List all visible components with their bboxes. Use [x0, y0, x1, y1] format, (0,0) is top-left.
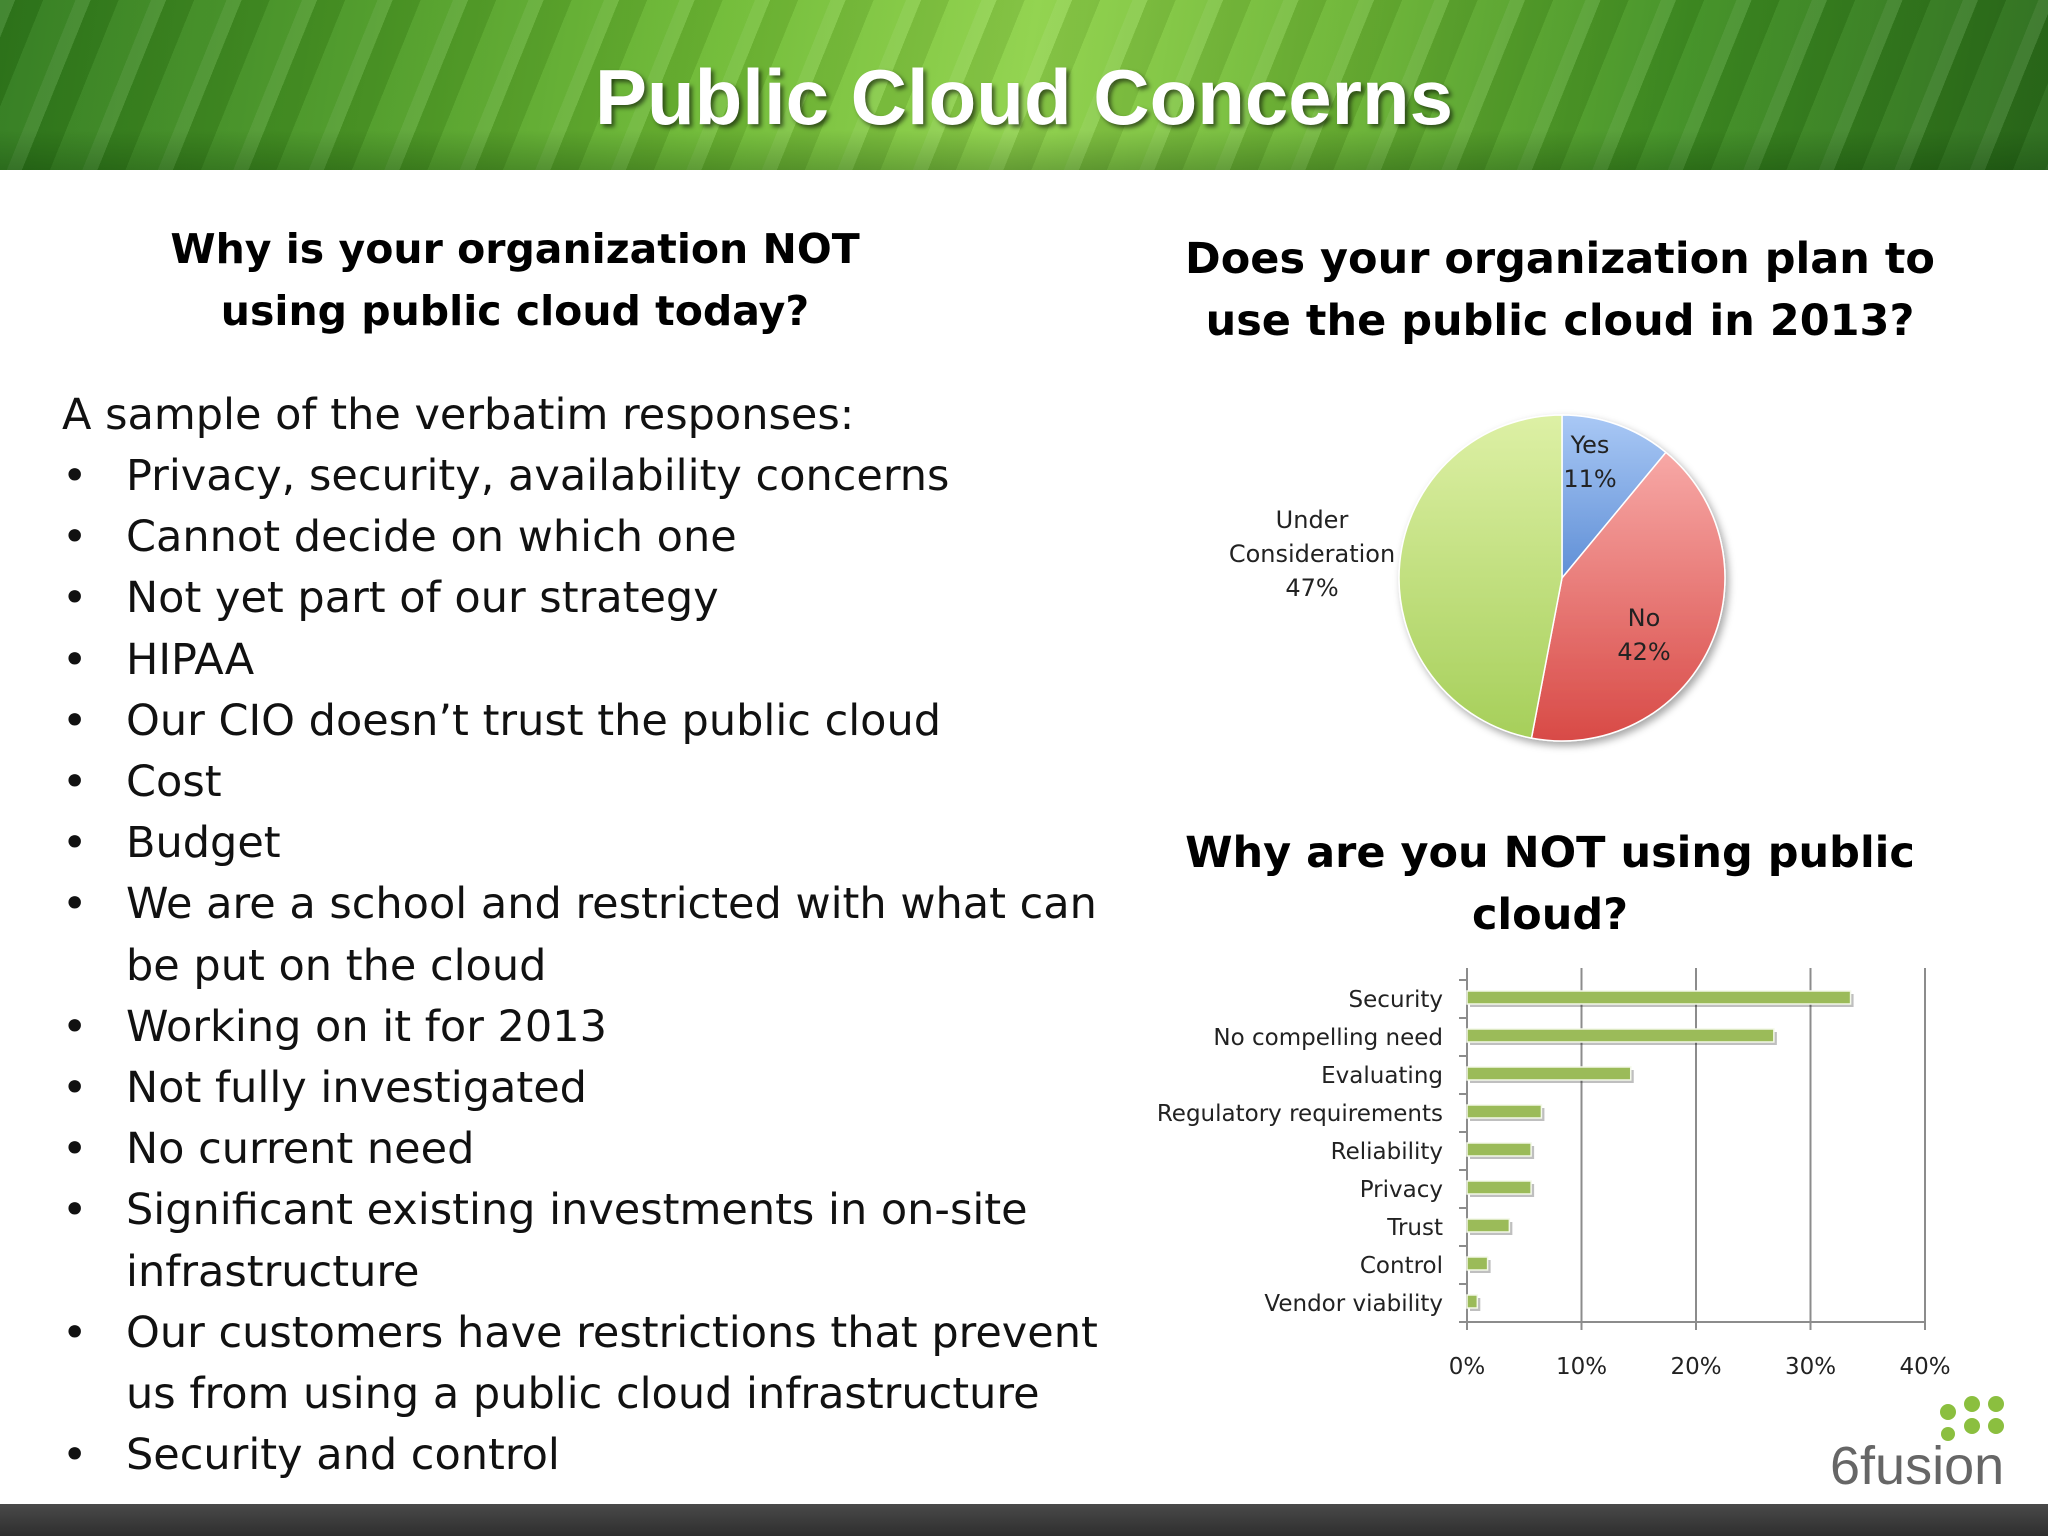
slide-title: Public Cloud Concerns — [594, 53, 1454, 141]
pie-slice-under-consideration — [1398, 414, 1563, 739]
verbatim-responses-list: • Privacy, security, availability concern… — [62, 446, 1102, 1486]
bullet-point: • — [62, 1124, 88, 1175]
category-label: Reliability — [1331, 1139, 1443, 1165]
category-label: Security — [1349, 987, 1443, 1013]
pie-chart: Yes 11% No 42% Under Consideration 47% — [1229, 414, 1726, 742]
bar-title-line-2: cloud? — [1471, 890, 1629, 940]
response-text: HIPAA — [126, 634, 255, 685]
response-text: Security and control — [126, 1430, 560, 1481]
response-item: • Cost — [62, 752, 1102, 813]
bullet-point: • — [62, 1063, 88, 1114]
response-item: • Security and control — [62, 1425, 1102, 1486]
response-item: • Not fully investigated — [62, 1058, 1102, 1119]
bullet-point: • — [62, 1185, 88, 1236]
response-item: • Privacy, security, availability concern… — [62, 446, 1102, 507]
response-item: • Our customers have restrictions that pr… — [62, 1303, 1102, 1425]
response-text: We are a school and restricted with what… — [126, 879, 1097, 991]
pie-title-line-2: use the public cloud in 2013? — [1205, 296, 1915, 346]
x-tick-label: 40% — [1899, 1354, 1950, 1380]
header-texture — [0, 0, 2048, 170]
response-text: Our CIO doesn’t trust the public cloud — [126, 695, 942, 746]
bullet-point: • — [62, 634, 88, 685]
x-tick-label: 10% — [1556, 1354, 1607, 1380]
x-tick-label: 20% — [1670, 1354, 1721, 1380]
response-item: • Budget — [62, 813, 1102, 874]
bar-chart-title: Why are you NOT using public cloud? — [1180, 822, 1920, 946]
pie-chart-title: Does your organization plan to use the p… — [1180, 228, 1940, 352]
pie-title-line-1: Does your organization plan to — [1185, 234, 1935, 284]
response-text: Our customers have restrictions that pre… — [126, 1307, 1098, 1420]
response-item: • HIPAA — [62, 630, 1102, 691]
response-text: Not yet part of our strategy — [126, 573, 719, 624]
response-text: Cost — [126, 757, 222, 808]
pie-label-yes: Yes 11% — [1563, 431, 1616, 493]
response-text: Not fully investigated — [126, 1063, 587, 1114]
left-question-heading: Why is your organization NOT using publi… — [60, 218, 970, 342]
bullet-point: • — [62, 573, 88, 624]
logo-dots — [1940, 1396, 2004, 1441]
responses-intro: A sample of the verbatim responses: — [62, 390, 855, 440]
category-label: Evaluating — [1321, 1063, 1443, 1089]
bar-privacy — [1466, 1180, 1532, 1195]
response-item: • Not yet part of our strategy — [62, 568, 1102, 629]
bullet-point: • — [62, 818, 88, 869]
category-label: Vendor viability — [1264, 1291, 1443, 1317]
header-shade — [0, 130, 2048, 170]
pie-label-under-consideration: Under Consideration 47% — [1229, 506, 1395, 602]
pie-label-no: No 42% — [1617, 604, 1670, 666]
response-item: • Significant existing investments in on-… — [62, 1180, 1102, 1302]
bullet-point: • — [62, 1430, 88, 1481]
bar-vendor-viability — [1466, 1294, 1479, 1309]
category-label: Regulatory requirements — [1157, 1101, 1443, 1127]
response-text: Significant existing investments in on-s… — [126, 1185, 1028, 1297]
response-text: Working on it for 2013 — [126, 1001, 607, 1052]
response-text: Cannot decide on which one — [126, 512, 737, 563]
category-label: Privacy — [1360, 1177, 1443, 1203]
category-label: Control — [1360, 1253, 1443, 1279]
bar-reliability — [1466, 1142, 1532, 1157]
pie-slice-no — [1530, 451, 1726, 742]
header-banner: Public Cloud Concerns — [0, 0, 2048, 170]
bar-security — [1466, 990, 1852, 1005]
bar-no-compelling-need — [1466, 1028, 1775, 1043]
bar-control — [1466, 1256, 1489, 1271]
response-item: • Working on it for 2013 — [62, 997, 1102, 1058]
response-text: Privacy, security, availability concerns — [126, 451, 950, 501]
pie-slice-yes — [1561, 414, 1667, 581]
footer-bar — [0, 1504, 2048, 1536]
left-question-line-2: using public cloud today? — [220, 287, 810, 335]
bullet-point: • — [62, 451, 88, 501]
logo-wordmark: 6fusion — [1830, 1436, 2004, 1490]
bullet-point: • — [62, 1001, 88, 1052]
x-tick-label: 0% — [1449, 1354, 1486, 1380]
response-item: • Our CIO doesn’t trust the public cloud — [62, 691, 1102, 752]
response-item: • Cannot decide on which one — [62, 507, 1102, 568]
bar-evaluating — [1466, 1066, 1632, 1081]
bar-chart: 0% 10% 20% 30% 40% Security No compelling need… — [1157, 968, 1951, 1380]
bullet-point: • — [62, 1307, 88, 1358]
bullet-point: • — [62, 512, 88, 563]
bar-regulatory-requirements — [1466, 1104, 1543, 1119]
response-item: • We are a school and restricted with wha… — [62, 874, 1102, 996]
bar-trust — [1466, 1218, 1511, 1233]
response-item: • No current need — [62, 1119, 1102, 1180]
response-text: No current need — [126, 1124, 475, 1175]
company-logo: 6fusion — [1830, 1396, 2004, 1490]
left-question-line-1: Why is your organization NOT — [170, 225, 860, 273]
category-label: Trust — [1386, 1215, 1443, 1241]
x-tick-label: 30% — [1785, 1354, 1836, 1380]
bullet-point: • — [62, 695, 88, 746]
bullet-point: • — [62, 757, 88, 808]
category-label: No compelling need — [1213, 1025, 1443, 1051]
bar-title-line-1: Why are you NOT using public — [1185, 828, 1915, 878]
response-text: Budget — [126, 818, 281, 869]
bullet-point: • — [62, 879, 88, 930]
